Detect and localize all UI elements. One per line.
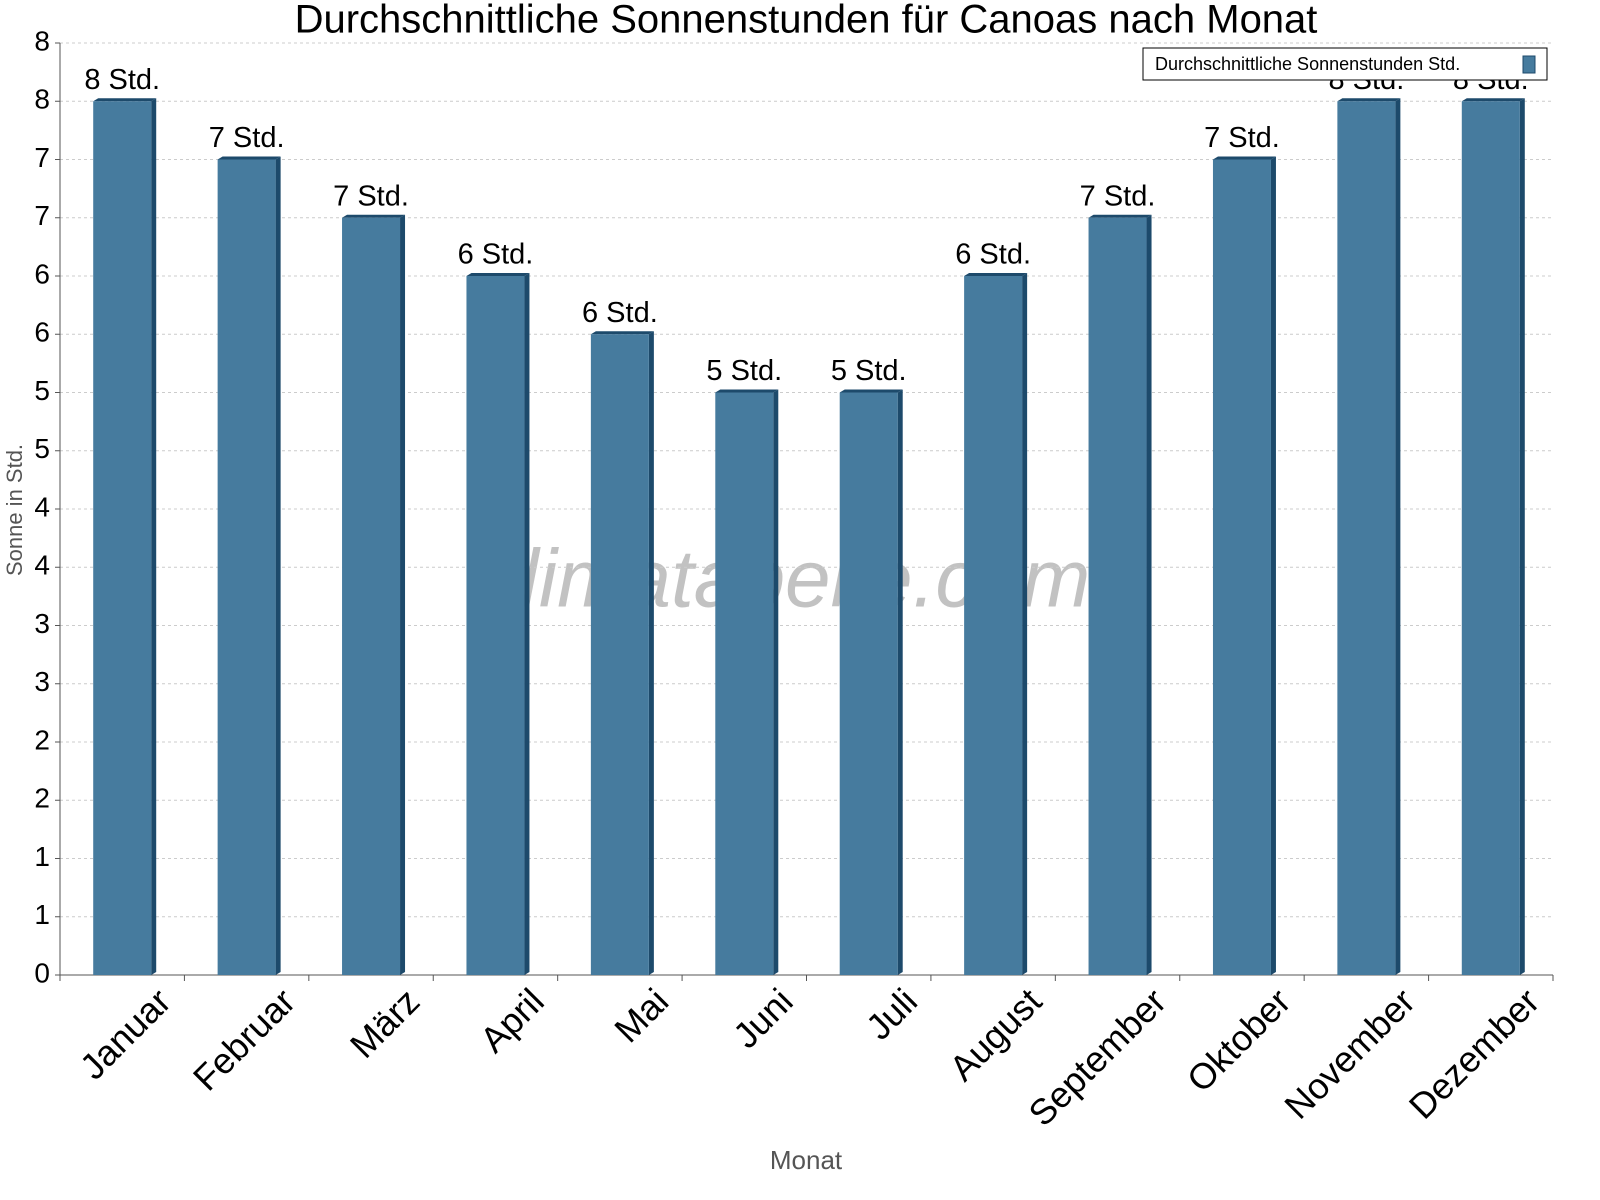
y-tick-label: 5	[34, 375, 50, 406]
x-axis-title: Monat	[770, 1145, 843, 1175]
y-tick-label: 8	[34, 84, 50, 115]
bar-side	[400, 214, 406, 975]
y-tick-label: 2	[34, 783, 50, 814]
bar-top	[839, 389, 903, 393]
bar	[217, 159, 276, 975]
x-tick-label: November	[1276, 980, 1422, 1126]
bar-side	[1519, 98, 1525, 975]
bar	[1461, 101, 1520, 975]
x-tick-label: Oktober	[1179, 980, 1299, 1100]
y-tick-label: 4	[34, 491, 50, 522]
legend-swatch	[1522, 55, 1536, 74]
bar-top	[1337, 98, 1401, 102]
x-tick-label: Februar	[185, 980, 303, 1098]
value-label: 7 Std.	[1204, 122, 1280, 154]
value-label: 5 Std.	[706, 355, 782, 387]
bar-top	[590, 331, 654, 335]
bar-side	[773, 389, 779, 975]
y-tick-label: 4	[34, 550, 50, 581]
x-tick-label: Mai	[606, 980, 676, 1050]
bar-top	[342, 214, 406, 218]
bar-top	[1461, 98, 1525, 102]
x-tick-label: April	[472, 980, 552, 1060]
y-tick-label: 7	[34, 200, 50, 231]
value-label: 8 Std.	[84, 64, 160, 96]
bar	[1337, 101, 1396, 975]
y-tick-label: 3	[34, 608, 50, 639]
bar-top	[1212, 156, 1276, 160]
y-tick-label: 5	[34, 433, 50, 464]
y-tick-label: 1	[34, 841, 50, 872]
bar-top	[1088, 214, 1152, 218]
value-label: 7 Std.	[333, 180, 409, 212]
value-label: 5 Std.	[831, 355, 907, 387]
bar	[715, 392, 774, 975]
y-axis-title: Sonne in Std.	[2, 444, 27, 576]
legend-label: Durchschnittliche Sonnenstunden Std.	[1155, 54, 1460, 74]
y-tick-label: 8	[34, 25, 50, 56]
legend-box	[1142, 47, 1548, 81]
bar	[839, 392, 898, 975]
x-tick-label: März	[342, 980, 428, 1066]
value-label: 7 Std.	[209, 122, 285, 154]
x-tick-label: Juli	[858, 980, 925, 1047]
bar-top	[466, 273, 530, 276]
bar	[93, 101, 152, 975]
bar-top	[93, 98, 157, 102]
y-tick-label: 3	[34, 666, 50, 697]
y-tick-label: 0	[34, 957, 50, 988]
legend: Durchschnittliche Sonnenstunden Std.	[1142, 47, 1548, 81]
y-tick-label: 6	[34, 317, 50, 348]
bar-side	[275, 156, 281, 975]
bar-side	[524, 273, 530, 975]
value-label: 6 Std.	[582, 297, 658, 329]
x-tick-label: Januar	[72, 980, 179, 1087]
bar-side	[1146, 214, 1152, 975]
bar-side	[1395, 98, 1401, 975]
x-tick-label: August	[941, 980, 1049, 1088]
bar	[342, 217, 401, 975]
bar	[964, 276, 1023, 975]
bar-side	[1022, 273, 1028, 975]
bar-side	[648, 331, 654, 975]
bar-side	[897, 389, 903, 975]
x-tick-label: Juni	[725, 980, 801, 1056]
bar-top	[964, 273, 1028, 276]
bar	[590, 334, 649, 975]
chart-title: Durchschnittliche Sonnenstunden für Cano…	[295, 0, 1318, 42]
y-tick-label: 6	[34, 258, 50, 289]
y-tick-label: 7	[34, 142, 50, 173]
bar	[466, 276, 525, 975]
y-tick-label: 1	[34, 899, 50, 930]
x-tick-label: Dezember	[1401, 980, 1547, 1126]
bar-side	[1270, 156, 1276, 975]
y-tick-label: 2	[34, 724, 50, 755]
bar	[1212, 159, 1271, 975]
bar-top	[217, 156, 281, 160]
bar	[1088, 217, 1147, 975]
value-label: 6 Std.	[458, 239, 534, 271]
value-label: 7 Std.	[1080, 180, 1156, 212]
value-label: 6 Std.	[955, 239, 1031, 271]
bar-top	[715, 389, 779, 393]
bar-side	[151, 98, 157, 975]
